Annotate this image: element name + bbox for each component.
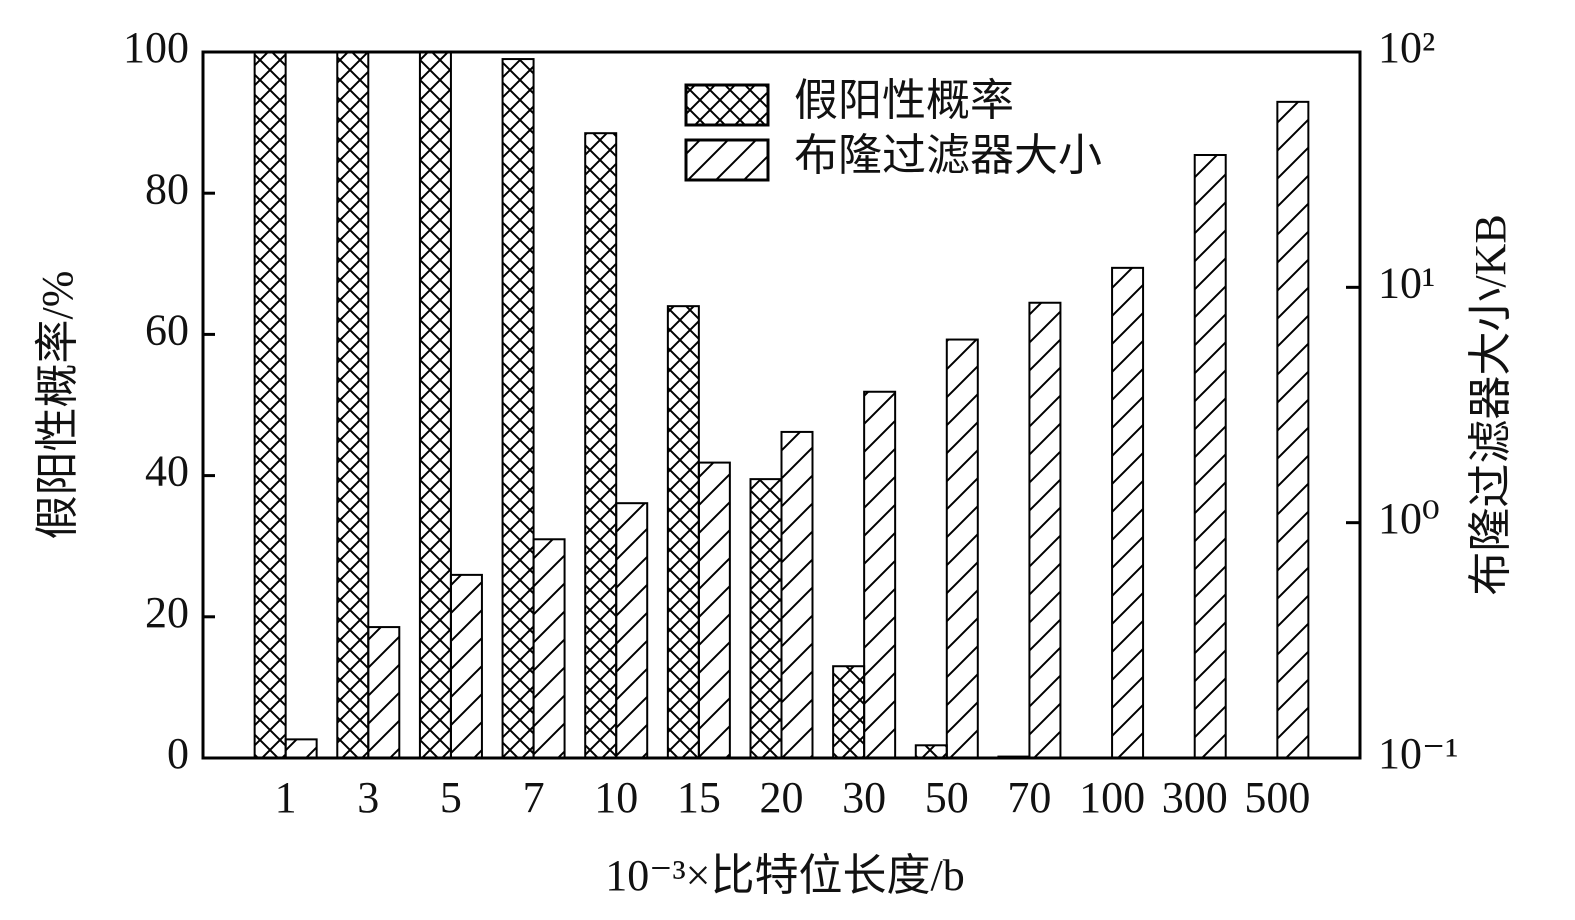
bar [1028, 301, 1062, 759]
bar [336, 51, 370, 759]
y2-tick-label: 10¹ [1378, 258, 1435, 307]
bar [945, 338, 979, 759]
x-tick-label: 5 [440, 773, 462, 822]
y-tick-label: 100 [123, 23, 189, 72]
x-tick-label: 500 [1244, 773, 1310, 822]
legend-label: 假阳性概率 [794, 76, 1014, 125]
bar [749, 478, 783, 759]
bar [418, 51, 452, 759]
bar [532, 538, 566, 759]
plot-frame [201, 50, 1362, 760]
bar [1193, 154, 1227, 759]
bar [615, 502, 649, 759]
bar [666, 305, 700, 759]
y-axis-label: 假阳性概率/% [33, 271, 82, 540]
y-tick-label: 80 [145, 164, 189, 213]
bar [584, 132, 618, 759]
x-tick-label: 3 [357, 773, 379, 822]
x-tick-label: 100 [1079, 773, 1145, 822]
legend-label: 布隆过滤器大小 [794, 131, 1102, 180]
bar [1276, 100, 1310, 760]
bar [832, 665, 866, 759]
x-tick-label: 10 [594, 773, 638, 822]
x-tick-label: 20 [760, 773, 804, 822]
bar [253, 51, 287, 759]
y-tick-label: 20 [145, 588, 189, 637]
bar [284, 738, 318, 760]
y2-tick-label: 10⁰ [1378, 494, 1440, 543]
x-tick-label: 70 [1007, 773, 1051, 822]
x-tick-label: 300 [1162, 773, 1228, 822]
bar [367, 626, 401, 760]
x-tick-label: 15 [677, 773, 721, 822]
y2-tick-label: 10⁻¹ [1378, 729, 1458, 778]
bar [780, 430, 814, 759]
bar [501, 58, 535, 760]
x-tick-label: 30 [842, 773, 886, 822]
bar [1111, 266, 1145, 759]
y-tick-label: 40 [145, 447, 189, 496]
bar [697, 461, 731, 759]
y2-axis-label: 布隆过滤器大小/KB [1466, 214, 1515, 595]
bar [863, 390, 897, 759]
bar [449, 573, 483, 759]
y-tick-label: 0 [167, 729, 189, 778]
legend-swatch [684, 83, 770, 127]
y2-tick-label: 10² [1378, 23, 1435, 72]
x-tick-label: 1 [275, 773, 297, 822]
x-tick-label: 50 [925, 773, 969, 822]
bar [914, 744, 948, 759]
legend-swatch [684, 138, 770, 182]
y-tick-label: 60 [145, 305, 189, 354]
x-axis-label: 10⁻³×比特位长度/b [605, 851, 964, 900]
x-tick-label: 7 [523, 773, 545, 822]
